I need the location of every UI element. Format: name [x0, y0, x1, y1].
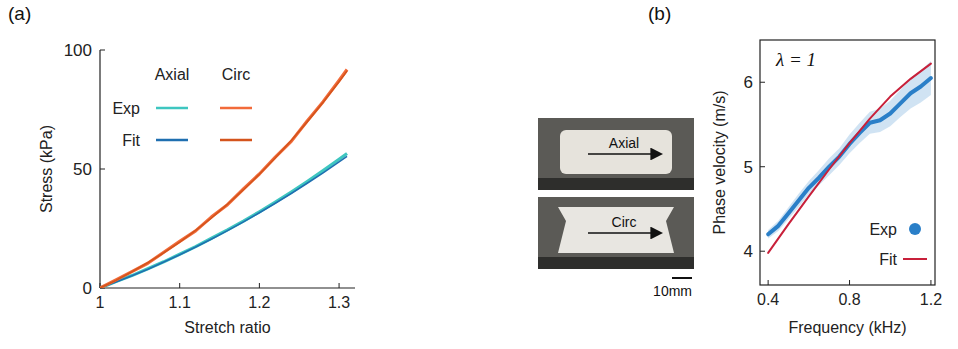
x-axis	[100, 287, 355, 288]
y-tick-label: 0	[83, 279, 92, 298]
legend-label: Exp	[869, 221, 897, 238]
x-tick-label: 1	[96, 294, 105, 311]
x-axis-title: Stretch ratio	[184, 319, 270, 336]
legend-row-head: Fit	[122, 132, 140, 149]
series-line	[768, 64, 931, 253]
legend-swatch	[220, 107, 252, 110]
y-tick-label: 50	[73, 160, 92, 179]
x-tick	[849, 280, 850, 285]
y-tick-label: 100	[64, 41, 92, 60]
photo-background	[538, 118, 694, 190]
photo-label: Axial	[609, 135, 639, 151]
y-tick-label: 6	[744, 73, 753, 92]
plot-lines	[100, 70, 347, 288]
error-band	[768, 61, 931, 238]
legend-swatch	[220, 139, 252, 142]
x-tick-label: 1.2	[248, 294, 270, 311]
series-line	[100, 71, 347, 288]
figure: (a) 1 1.1 1.2 1.3 0 50 100 Stretch ratio Stress (…	[0, 0, 958, 349]
scale-bar-label: 10mm	[653, 283, 692, 299]
y-axis-title: Stress (kPa)	[38, 125, 55, 213]
x-tick-label: 1.2	[920, 291, 942, 308]
legend-column-head: Axial	[155, 66, 190, 83]
annotation: λ = 1	[775, 49, 816, 70]
y-tick	[760, 82, 765, 83]
x-tick	[179, 283, 180, 288]
photo-background	[538, 197, 694, 269]
direction-arrow	[588, 232, 660, 234]
x-tick-label: 1.3	[328, 294, 350, 311]
y-tick	[760, 251, 765, 252]
y-tick	[100, 169, 105, 170]
legend-label: Fit	[879, 251, 897, 268]
y-tick	[760, 166, 765, 167]
y-axis-title: Phase velocity (m/s)	[711, 90, 728, 234]
scale-bar	[672, 277, 692, 279]
panel-label: (b)	[648, 3, 671, 24]
legend-column-head: Circ	[222, 66, 250, 83]
x-axis-title: Frequency (kHz)	[788, 319, 906, 336]
x-tick-label: 1.1	[169, 294, 191, 311]
x-tick	[259, 283, 260, 288]
specimen	[560, 130, 672, 174]
x-tick-label: 0.4	[757, 291, 779, 308]
direction-arrow	[588, 153, 660, 155]
photo-label: Circ	[612, 214, 637, 230]
y-tick-label: 4	[744, 242, 753, 261]
panel-label: (a)	[8, 3, 31, 24]
legend-swatch	[903, 258, 927, 260]
y-tick	[100, 50, 105, 51]
x-tick	[930, 280, 931, 285]
photo-ruler	[538, 178, 694, 190]
y-tick-label: 5	[744, 158, 753, 177]
x-tick	[339, 283, 340, 288]
legend-swatch	[156, 139, 188, 142]
series-line	[768, 78, 931, 234]
series-line	[100, 70, 347, 288]
plot-frame	[760, 40, 935, 285]
photo-ruler	[538, 257, 694, 269]
legend-swatch	[156, 107, 188, 110]
x-tick	[768, 280, 769, 285]
legend-row-head: Exp	[112, 100, 140, 117]
specimen	[558, 207, 674, 253]
plot-lines	[768, 61, 931, 253]
x-tick-label: 0.8	[838, 291, 860, 308]
legend-swatch	[909, 223, 921, 235]
